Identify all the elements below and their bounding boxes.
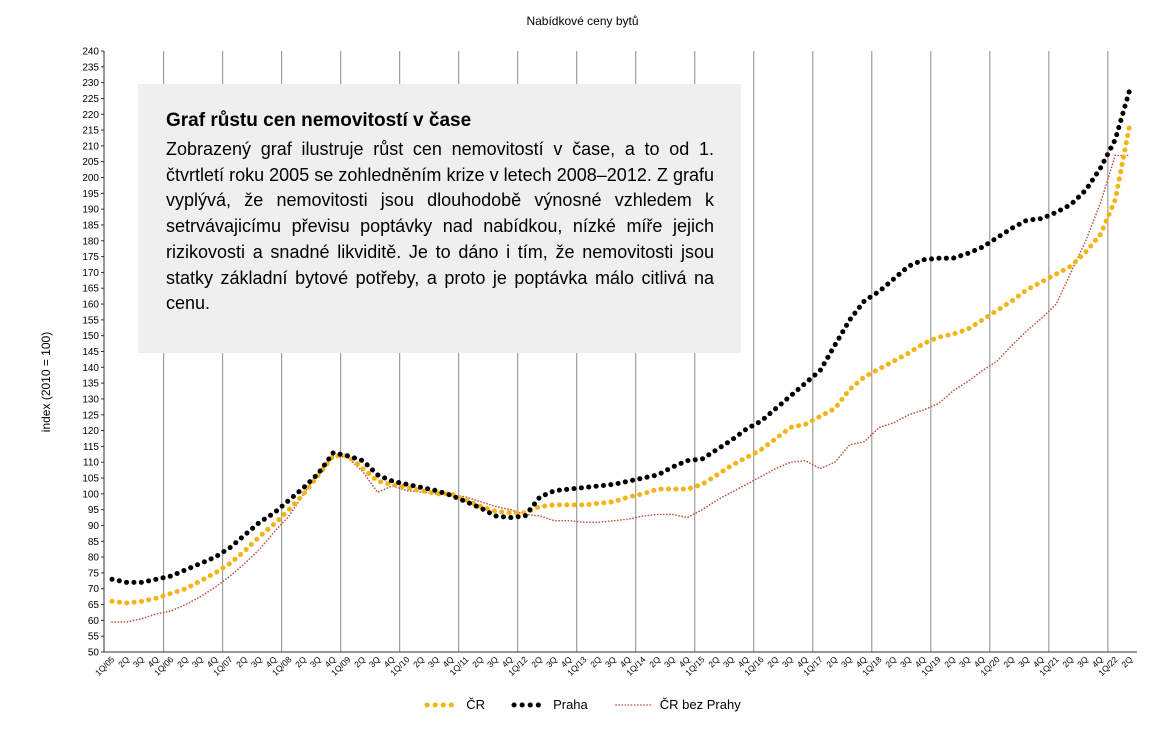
y-tick-label: 115 (83, 442, 99, 453)
x-tick-label: 3Q (131, 654, 146, 669)
y-tick-label: 190 (82, 205, 99, 216)
x-tick-label: 3Q (957, 654, 972, 669)
y-tick-label: 120 (82, 426, 99, 437)
x-tick-label: 3Q (190, 654, 205, 669)
y-tick-label: 165 (82, 284, 99, 295)
x-tick-label: 3Q (544, 654, 559, 669)
legend-swatch-cr-bez-prahy (614, 703, 653, 706)
y-tick-label: 105 (82, 474, 99, 485)
y-tick-label: 100 (82, 489, 99, 500)
legend-label-praha: Praha (553, 697, 588, 712)
y-tick-label: 90 (88, 521, 100, 532)
chart-legend: ČR Praha ČR bez Prahy (0, 697, 1165, 712)
y-tick-label: 60 (88, 616, 100, 627)
x-tick-label: 3Q (1075, 654, 1090, 669)
x-tick-label: 2Q (1060, 654, 1075, 669)
y-tick-label: 135 (82, 379, 99, 390)
x-tick-label: 3Q (603, 654, 618, 669)
x-tick-label: 3Q (1016, 654, 1031, 669)
x-tick-label: 3Q (898, 654, 913, 669)
x-tick-label: 2Q (706, 654, 721, 669)
legend-label-cr-bez-prahy: ČR bez Prahy (659, 697, 741, 712)
series-line-0 (109, 121, 1133, 606)
x-tick-label: 2Q (116, 654, 131, 669)
y-tick-label: 50 (88, 648, 100, 659)
y-tick-label: 70 (88, 584, 100, 595)
y-tick-label: 170 (82, 268, 99, 279)
annotation-box: Graf růstu cen nemovitostí v čase Zobraz… (138, 84, 741, 353)
x-tick-label: 2Q (529, 654, 544, 669)
x-tick-label: 3Q (485, 654, 500, 669)
legend-item-praha: Praha (511, 697, 588, 712)
series-line-2 (111, 154, 1131, 623)
y-tick-label: 235 (82, 62, 99, 73)
y-tick-label: 225 (82, 94, 99, 105)
y-tick-label: 150 (82, 331, 99, 342)
legend-swatch-cr (424, 702, 461, 707)
y-tick-label: 215 (82, 126, 99, 137)
y-tick-label: 195 (82, 189, 99, 200)
x-tick-label: 3Q (249, 654, 264, 669)
y-tick-label: 180 (82, 236, 99, 247)
y-tick-label: 160 (82, 300, 99, 311)
y-tick-label: 200 (82, 173, 99, 184)
x-tick-label: 2Q (470, 654, 485, 669)
x-tick-label: 2Q (411, 654, 426, 669)
x-tick-label: 2Q (765, 654, 780, 669)
x-tick-label: 3Q (721, 654, 736, 669)
x-tick-label: 3Q (780, 654, 795, 669)
annotation-heading: Graf růstu cen nemovitostí v čase (166, 110, 472, 131)
y-tick-label: 80 (88, 553, 100, 564)
y-tick-label: 185 (82, 220, 99, 231)
y-axis-label: index (2010 = 100) (39, 331, 53, 433)
x-tick-label: 2Q (175, 654, 190, 669)
legend-item-cr: ČR (424, 697, 485, 712)
x-tick-label: 2Q (1119, 654, 1134, 669)
x-tick-label: 2Q (883, 654, 898, 669)
legend-label-cr: ČR (466, 697, 486, 712)
legend-swatch-praha (511, 702, 548, 707)
y-tick-label: 95 (88, 505, 100, 516)
y-tick-label: 175 (82, 252, 99, 263)
y-tick-label: 75 (88, 568, 100, 579)
y-tick-label: 85 (88, 537, 100, 548)
x-tick-label: 2Q (234, 654, 249, 669)
x-tick-label: 2Q (1001, 654, 1016, 669)
y-tick-label: 205 (82, 157, 99, 168)
x-tick-label: 2Q (293, 654, 308, 669)
x-tick-label: 3Q (367, 654, 382, 669)
y-tick-label: 110 (83, 458, 99, 469)
y-tick-label: 220 (82, 110, 99, 121)
y-tick-label: 155 (82, 315, 99, 326)
x-tick-label: 2Q (352, 654, 367, 669)
y-tick-label: 230 (82, 78, 99, 89)
y-tick-label: 55 (88, 632, 100, 643)
series-line-1 (109, 86, 1133, 585)
x-tick-label: 2Q (824, 654, 839, 669)
annotation-text: Zobrazený graf ilustruje růst cen nemovi… (166, 139, 714, 314)
x-tick-label: 2Q (647, 654, 662, 669)
y-tick-label: 65 (88, 600, 100, 611)
y-tick-label: 145 (82, 347, 99, 358)
y-tick-label: 130 (82, 394, 99, 405)
legend-item-cr-bez-prahy: ČR bez Prahy (614, 697, 741, 712)
chart-title: Nabídkové ceny bytů (526, 14, 639, 28)
x-tick-label: 2Q (942, 654, 957, 669)
x-tick-label: 3Q (662, 654, 677, 669)
x-tick-label: 3Q (426, 654, 441, 669)
y-tick-label: 140 (82, 363, 99, 374)
y-tick-label: 210 (82, 141, 99, 152)
y-tick-label: 125 (82, 410, 99, 421)
x-tick-label: 3Q (308, 654, 323, 669)
x-tick-label: 3Q (839, 654, 854, 669)
x-tick-label: 2Q (588, 654, 603, 669)
y-tick-label: 240 (82, 47, 99, 58)
